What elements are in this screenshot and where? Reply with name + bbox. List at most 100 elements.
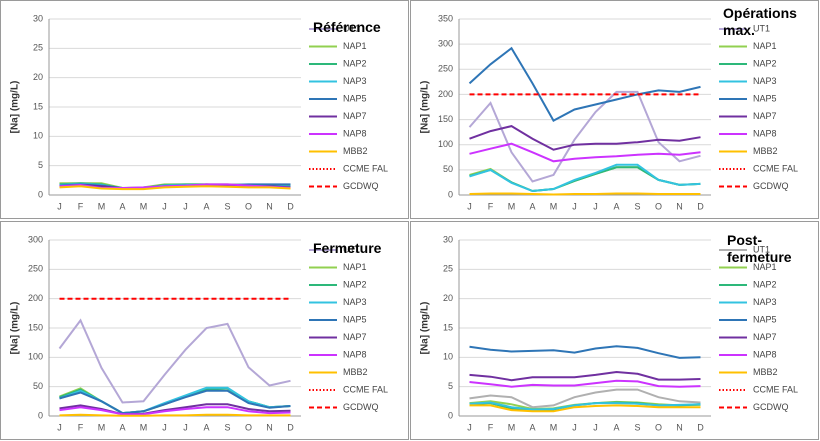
legend-label: NAP7: [343, 332, 367, 342]
series-line: [469, 404, 701, 413]
x-tick-label: F: [488, 422, 494, 432]
legend-label: NAP2: [343, 58, 367, 68]
legend-label: NAP8: [343, 128, 367, 138]
x-tick-label: O: [655, 422, 662, 432]
legend-label: NAP2: [343, 279, 367, 289]
y-tick-label: 25: [33, 43, 43, 53]
chart-panel: [Na] (mg/L) 0 50 100 150 200 250 300 J F M A M J J A S O N…: [0, 221, 409, 440]
legend-label: GCDWQ: [753, 402, 789, 412]
x-tick-label: A: [613, 201, 619, 211]
chart-title: Référence: [313, 19, 381, 35]
series-line: [469, 401, 701, 411]
legend-label: NAP3: [753, 297, 777, 307]
legend-label: NAP5: [753, 93, 777, 103]
y-tick-label: 150: [438, 114, 453, 124]
y-tick-label: 10: [443, 352, 453, 362]
chart: [Na] (mg/L) 0 50 100 150 200 250 300 350 J F M A M J J A…: [420, 13, 798, 211]
y-tick-label: 0: [38, 189, 43, 199]
legend-label: UT1: [753, 244, 770, 254]
x-tick-label: N: [676, 201, 683, 211]
x-tick-label: J: [572, 201, 577, 211]
legend-label: UT1: [753, 23, 770, 33]
legend-label: NAP3: [343, 76, 367, 86]
y-tick-label: 0: [38, 410, 43, 420]
y-tick-label: 15: [33, 101, 43, 111]
x-tick-label: S: [224, 422, 230, 432]
x-tick-label: M: [550, 422, 558, 432]
legend-label: CCME FAL: [343, 384, 388, 394]
y-tick-label: 50: [33, 381, 43, 391]
y-tick-label: 250: [438, 64, 453, 74]
x-tick-label: N: [266, 201, 273, 211]
y-tick-label: 250: [28, 264, 43, 274]
x-tick-label: J: [57, 201, 62, 211]
y-tick-label: 5: [448, 381, 453, 391]
legend-label: NAP5: [343, 93, 367, 103]
x-tick-label: A: [119, 422, 125, 432]
legend-label: MBB2: [753, 146, 778, 156]
series-line: [58, 318, 291, 404]
y-tick-label: 200: [438, 89, 453, 99]
x-tick-label: A: [529, 422, 535, 432]
y-tick-label: 150: [28, 322, 43, 332]
x-tick-label: J: [593, 422, 598, 432]
chart-title: Fermeture: [313, 240, 382, 256]
x-tick-label: A: [203, 422, 209, 432]
y-tick-label: 20: [33, 72, 43, 82]
legend-label: MBB2: [343, 367, 368, 377]
x-tick-label: J: [572, 422, 577, 432]
x-tick-label: D: [287, 422, 294, 432]
x-tick-label: O: [245, 201, 252, 211]
x-tick-label: M: [98, 422, 106, 432]
x-tick-label: N: [266, 422, 273, 432]
chart-panel: [Na] (mg/L) 0 5 10 15 20 25 30 J F M A M J J A S O N D UT1 NA…: [410, 221, 819, 440]
y-tick-label: 30: [443, 234, 453, 244]
series-line: [59, 403, 291, 416]
x-tick-label: J: [162, 422, 167, 432]
series-line: [468, 90, 701, 183]
chart: [Na] (mg/L) 0 5 10 15 20 25 30 J F M A M J J A S O N D UT1 NA…: [10, 13, 388, 211]
legend-label: MBB2: [343, 146, 368, 156]
x-tick-label: A: [203, 201, 209, 211]
legend-label: CCME FAL: [753, 384, 798, 394]
x-tick-label: F: [78, 201, 84, 211]
legend-label: UT1: [343, 244, 360, 254]
chart-panel: [Na] (mg/L) 0 50 100 150 200 250 300 350 J F M A M J J A…: [410, 0, 819, 219]
x-tick-label: M: [550, 201, 558, 211]
y-tick-label: 350: [438, 13, 453, 23]
legend-label: NAP1: [343, 262, 367, 272]
legend-label: CCME FAL: [343, 163, 388, 173]
y-tick-label: 5: [38, 160, 43, 170]
y-tick-label: 25: [443, 264, 453, 274]
series-line: [59, 389, 291, 415]
y-axis-label: [Na] (mg/L): [10, 302, 21, 355]
legend-label: GCDWQ: [343, 181, 379, 191]
x-tick-label: S: [634, 422, 640, 432]
y-tick-label: 300: [438, 39, 453, 49]
y-tick-label: 0: [448, 410, 453, 420]
legend-label: NAP7: [753, 332, 777, 342]
y-tick-label: 300: [28, 234, 43, 244]
legend-label: NAP8: [343, 349, 367, 359]
legend-label: CCME FAL: [753, 163, 798, 173]
x-tick-label: A: [529, 201, 535, 211]
x-tick-label: D: [697, 201, 704, 211]
y-tick-label: 20: [443, 293, 453, 303]
legend-label: MBB2: [753, 367, 778, 377]
chart-title: Opérations max.: [723, 5, 797, 38]
x-tick-label: J: [593, 201, 598, 211]
chart: [Na] (mg/L) 0 50 100 150 200 250 300 J F M A M J J A S O N…: [10, 234, 388, 432]
legend-label: NAP2: [753, 58, 777, 68]
y-tick-label: 100: [438, 139, 453, 149]
legend-label: NAP1: [343, 41, 367, 51]
series-line: [59, 413, 291, 417]
legend-label: NAP8: [753, 128, 777, 138]
legend-label: NAP1: [753, 262, 777, 272]
series-line: [469, 379, 701, 388]
y-tick-label: 100: [28, 352, 43, 362]
y-tick-label: 30: [33, 13, 43, 23]
x-tick-label: S: [634, 201, 640, 211]
x-tick-label: J: [467, 201, 472, 211]
legend-label: NAP5: [343, 314, 367, 324]
